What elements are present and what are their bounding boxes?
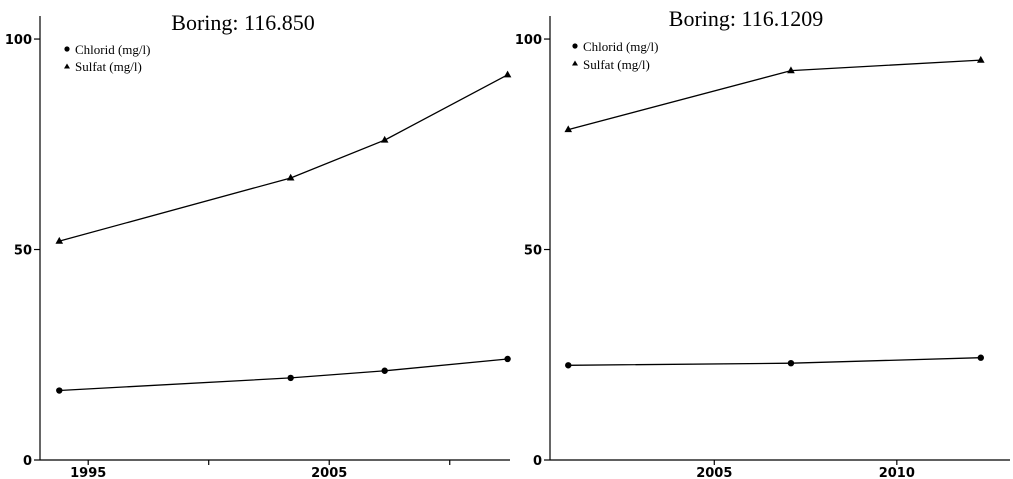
series-sulfat-point	[503, 70, 512, 78]
series-chlorid-point	[504, 355, 511, 363]
y-tick-label: 100	[5, 33, 32, 48]
series-chlorid-line	[59, 358, 508, 392]
y-tick-label: 100	[515, 33, 542, 48]
series-chlorid-point	[381, 367, 388, 374]
series-sulfat-point	[286, 173, 295, 181]
legend-marker-chlorid-icon	[572, 43, 578, 49]
series-chlorid-line	[568, 357, 981, 366]
series-sulfat-point	[55, 236, 64, 244]
series-sulfat-point	[787, 66, 795, 74]
legend-label-sulfat: Sulfat (mg/l)	[75, 59, 142, 74]
x-tick-label: 1995	[70, 466, 106, 479]
series-chlorid-point	[56, 387, 63, 394]
x-tick-label: 2005	[696, 466, 732, 479]
x-tick-label: 2005	[311, 466, 347, 479]
chart-title: Boring: 116.850	[171, 10, 314, 35]
x-tick-label: 2010	[879, 466, 915, 479]
series-sulfat-point	[976, 55, 985, 63]
legend: Chlorid (mg/l) Sulfat (mg/l)	[64, 42, 150, 74]
series-chlorid-point	[565, 362, 572, 369]
y-tick-label: 0	[533, 454, 542, 469]
chart-title: Boring: 116.1209	[669, 6, 823, 31]
chart-panel-left: Boring: 116.850 Chlorid (mg/l) Sulfat (m…	[5, 10, 512, 479]
legend: Chlorid (mg/l) Sulfat (mg/l)	[572, 39, 658, 72]
series-chlorid-point	[977, 354, 984, 361]
legend-marker-chlorid-icon	[64, 46, 70, 52]
y-tick-label: 50	[14, 244, 32, 259]
series-chlorid-point	[787, 359, 795, 367]
y-tick-label: 0	[23, 454, 32, 469]
y-tick-label: 50	[524, 244, 542, 259]
legend-label-sulfat: Sulfat (mg/l)	[583, 57, 650, 72]
series-sulfat-point	[564, 125, 573, 133]
chart-panel-right: Boring: 116.1209 Chlorid (mg/l) Sulfat (…	[515, 6, 1010, 479]
legend-label-chlorid: Chlorid (mg/l)	[583, 39, 658, 54]
series-sulfat-point	[380, 135, 389, 143]
legend-label-chlorid: Chlorid (mg/l)	[75, 42, 150, 57]
legend-marker-sulfat-icon	[572, 60, 578, 66]
series-sulfat-line	[59, 74, 508, 242]
legend-marker-sulfat-icon	[64, 63, 70, 69]
series-chlorid-point	[287, 374, 294, 382]
